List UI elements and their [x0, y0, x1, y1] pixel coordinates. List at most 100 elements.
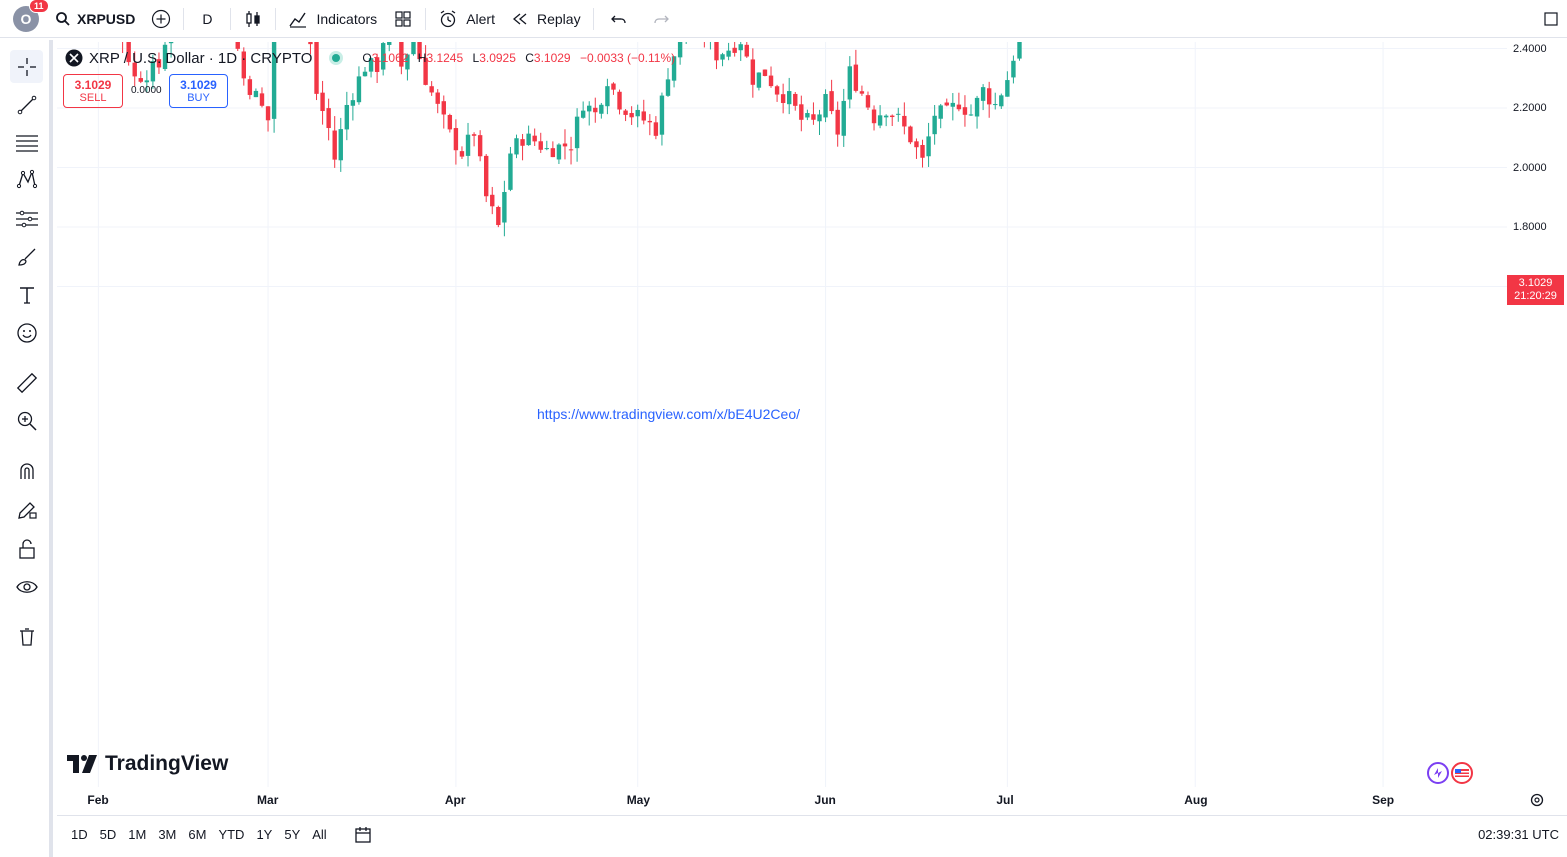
- range-button-1d[interactable]: 1D: [71, 827, 88, 842]
- buy-price: 3.1029: [180, 78, 217, 92]
- market-status-dot[interactable]: [332, 54, 341, 62]
- undo-icon: [610, 15, 626, 23]
- candle: [417, 42, 422, 60]
- hide-drawings-tool[interactable]: [10, 570, 43, 603]
- candle-body: [574, 116, 580, 149]
- candle-body: [829, 91, 834, 112]
- grid-icon: [395, 10, 411, 27]
- time-tick-label: Jul: [996, 793, 1014, 807]
- candle: [950, 93, 956, 121]
- candle: [962, 95, 968, 127]
- text-icon: [19, 286, 34, 304]
- divider: [230, 7, 232, 30]
- text-tool[interactable]: [10, 278, 43, 311]
- compare-button[interactable]: [143, 0, 179, 38]
- user-avatar[interactable]: O 11: [13, 0, 49, 32]
- range-button-1m[interactable]: 1M: [128, 827, 147, 842]
- candle: [914, 138, 919, 159]
- candle: [235, 42, 240, 51]
- zoom-tool[interactable]: [10, 404, 43, 437]
- interval-button[interactable]: D: [188, 0, 226, 38]
- remove-drawings-tool[interactable]: [10, 620, 43, 653]
- candle-body: [162, 44, 168, 70]
- chart-settings-icon[interactable]: [1529, 792, 1545, 808]
- chart-pane[interactable]: [57, 42, 1567, 815]
- forecast-icon: [15, 210, 38, 227]
- range-button-all[interactable]: All: [312, 827, 327, 842]
- interval-label: D: [202, 10, 213, 27]
- candle: [484, 154, 489, 203]
- candle-body: [259, 93, 265, 106]
- candle-body: [235, 42, 240, 49]
- candle-body: [362, 71, 368, 77]
- candle-body: [502, 191, 507, 223]
- magnet-tool[interactable]: [10, 454, 43, 487]
- horizontal-lines-icon: [15, 134, 38, 152]
- range-button-ytd[interactable]: YTD: [218, 827, 245, 842]
- candle: [841, 88, 846, 147]
- range-button-5y[interactable]: 5Y: [284, 827, 301, 842]
- emoji-tool[interactable]: [10, 316, 43, 349]
- sell-price: 3.1029: [74, 78, 112, 92]
- chart-type-button[interactable]: [235, 0, 271, 38]
- candle: [877, 105, 883, 129]
- price-tick-label: 2.2000: [1513, 102, 1547, 114]
- tv-logo-icon: [67, 755, 97, 773]
- symbol-title[interactable]: XRP / U.S. Dollar · 1D · CRYPTO: [89, 49, 313, 67]
- candle-body: [435, 92, 440, 104]
- range-button-3m[interactable]: 3M: [158, 827, 177, 842]
- snapshot-url[interactable]: https://www.tradingview.com/x/bE4U2Ceo/: [537, 406, 801, 422]
- crosshair-tool[interactable]: [10, 50, 43, 83]
- fullscreen-button[interactable]: [1535, 0, 1567, 38]
- candle-body: [490, 194, 495, 207]
- close-value: 3.1029: [533, 51, 571, 65]
- range-button-1y[interactable]: 1Y: [256, 827, 273, 842]
- candle: [774, 84, 780, 102]
- trend-line-tool[interactable]: [10, 88, 43, 121]
- pattern-tool[interactable]: [10, 162, 43, 195]
- candle: [677, 42, 683, 65]
- fib-tool[interactable]: [10, 126, 43, 159]
- candle-body: [871, 109, 877, 124]
- candle-body: [132, 62, 137, 77]
- utc-clock[interactable]: 02:39:31 UTC: [1478, 827, 1559, 842]
- tradingview-logo[interactable]: TradingView: [67, 752, 228, 776]
- candle: [999, 93, 1004, 109]
- buy-button[interactable]: 3.1029 BUY: [169, 74, 228, 108]
- brush-tool[interactable]: [10, 240, 43, 273]
- candle: [890, 114, 895, 126]
- promo-icons[interactable]: [1426, 761, 1478, 785]
- replay-button[interactable]: Replay: [503, 0, 589, 38]
- buy-label: BUY: [187, 92, 210, 104]
- candle: [556, 143, 562, 165]
- candle-body: [980, 87, 986, 101]
- symbol-search[interactable]: XRPUSD: [47, 0, 143, 38]
- measure-tool[interactable]: [10, 366, 43, 399]
- alert-button[interactable]: Alert: [430, 0, 503, 38]
- range-button-6m[interactable]: 6M: [188, 827, 207, 842]
- range-button-5d[interactable]: 5D: [99, 827, 117, 842]
- undo-button[interactable]: [598, 0, 640, 38]
- replay-label: Replay: [536, 10, 581, 27]
- candle-body: [865, 95, 871, 108]
- indicators-button[interactable]: Indicators: [280, 0, 385, 38]
- redo-button[interactable]: [640, 0, 682, 38]
- candle: [823, 89, 828, 123]
- layouts-button[interactable]: [385, 0, 421, 38]
- price-chart[interactable]: [57, 42, 1567, 815]
- lock-all-tool[interactable]: [10, 532, 43, 565]
- price-tick-label: 2.4000: [1513, 42, 1547, 55]
- time-tick-label: Sep: [1372, 793, 1395, 807]
- candle-body: [417, 42, 422, 60]
- candle: [811, 102, 816, 125]
- avatar-letter: O: [20, 10, 32, 27]
- prediction-tool[interactable]: [10, 202, 43, 235]
- candle-body: [247, 79, 253, 95]
- ruler-icon: [16, 372, 37, 393]
- candle-body: [732, 47, 737, 53]
- candle: [956, 92, 962, 112]
- candle-body: [423, 57, 428, 85]
- lock-drawing-tool[interactable]: [10, 493, 43, 526]
- calendar-icon[interactable]: [353, 825, 373, 845]
- sell-button[interactable]: 3.1029 SELL: [63, 74, 123, 108]
